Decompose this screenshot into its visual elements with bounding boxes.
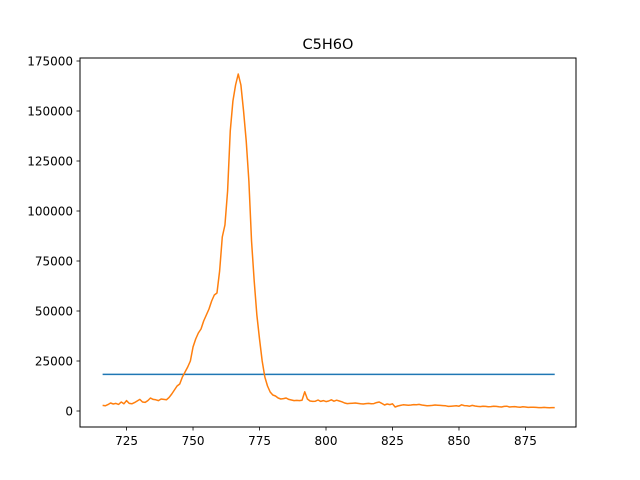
x-tick-label: 825	[381, 434, 404, 448]
x-tick-label: 800	[315, 434, 338, 448]
y-tick-label: 175000	[27, 54, 73, 68]
x-tick-label: 750	[182, 434, 205, 448]
x-tick-label: 775	[248, 434, 271, 448]
y-axis: 0 25000 50000 75000 100000 125000 150000 175000	[27, 54, 80, 418]
y-tick-label: 50000	[35, 304, 73, 318]
axes-frame	[79, 57, 577, 428]
x-tick-label: 725	[115, 434, 138, 448]
y-tick-label: 100000	[27, 204, 73, 218]
y-tick-label: 25000	[35, 354, 73, 368]
chart-title: C5H6O	[303, 37, 354, 53]
y-tick-label: 125000	[27, 154, 73, 168]
x-tick-label: 875	[514, 434, 537, 448]
y-tick-label: 0	[65, 404, 73, 418]
y-tick-label: 150000	[27, 104, 73, 118]
x-axis: 725 750 775 800 825 850 875	[115, 427, 537, 448]
series-layer	[102, 73, 555, 409]
y-tick-label: 75000	[35, 254, 73, 268]
plot-area	[79, 57, 577, 428]
signal-line	[102, 73, 555, 409]
x-tick-label: 850	[448, 434, 471, 448]
